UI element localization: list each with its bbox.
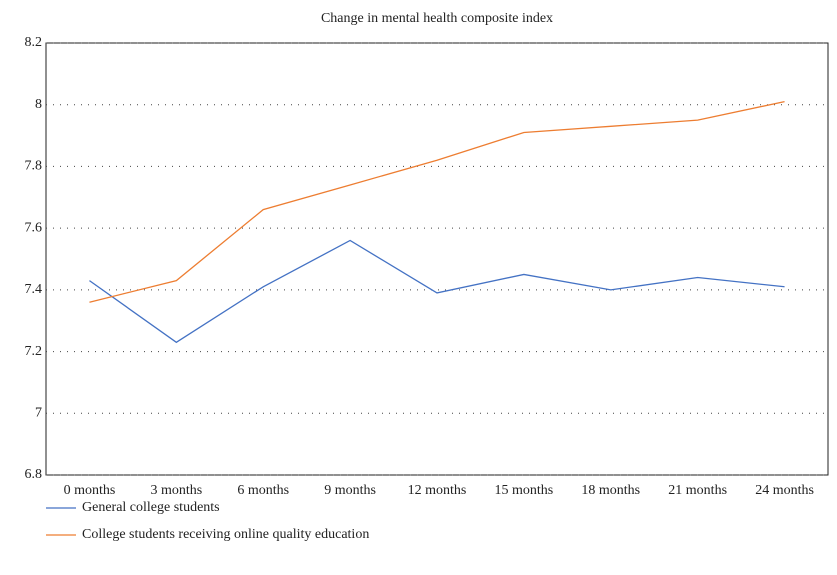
x-tick-label: 15 months (495, 483, 554, 498)
series-line (89, 100, 785, 303)
y-tick-label: 7.2 (25, 344, 43, 359)
plot-frame (45, 42, 829, 476)
y-tick-label: 7.4 (25, 282, 43, 297)
chart-title: Change in mental health composite index (321, 11, 553, 26)
y-tick-label: 8.2 (25, 35, 43, 50)
y-tick-label: 6.8 (25, 467, 43, 482)
x-tick-label: 18 months (581, 483, 640, 498)
legend-label: College students receiving online qualit… (82, 527, 369, 542)
y-tick-label: 7 (35, 406, 42, 421)
x-tick-label: 24 months (755, 483, 814, 498)
x-tick-label: 9 months (324, 483, 376, 498)
x-tick-label: 12 months (408, 483, 467, 498)
x-tick-label: 6 months (237, 483, 289, 498)
x-tick-label: 3 months (150, 483, 202, 498)
y-tick-label: 7.8 (25, 159, 43, 174)
y-tick-label: 7.6 (25, 220, 43, 235)
x-tick-label: 0 months (64, 483, 116, 498)
x-tick-label: 21 months (668, 483, 727, 498)
legend-label: General college students (82, 500, 220, 515)
y-tick-label: 8 (35, 97, 42, 112)
series-line (89, 239, 785, 344)
